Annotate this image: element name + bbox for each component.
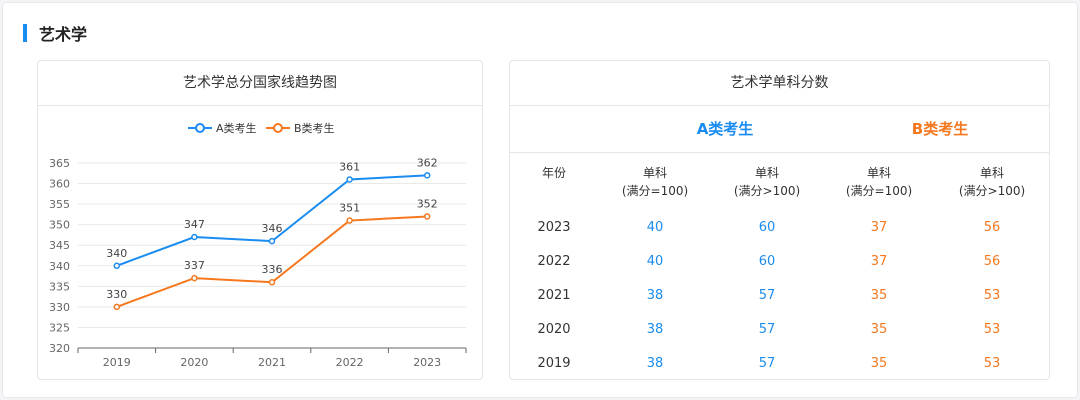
data-label: 362 xyxy=(417,156,438,169)
row-year: 2021 xyxy=(537,288,571,303)
data-label: 361 xyxy=(339,160,360,173)
data-label: 340 xyxy=(106,247,127,260)
header-b2-line2: (满分>100) xyxy=(958,184,1026,198)
row-a1: 38 xyxy=(646,356,664,371)
data-point xyxy=(346,217,353,224)
row-a2: 57 xyxy=(758,322,776,337)
row-b1: 35 xyxy=(870,288,888,303)
data-label: 337 xyxy=(184,259,205,272)
y-tick-label: 325 xyxy=(49,321,70,334)
header-a1-line1: 单科 xyxy=(642,166,667,180)
row-b2: 56 xyxy=(983,220,1001,235)
header-year: 年份 xyxy=(541,166,566,180)
row-year: 2020 xyxy=(537,322,571,337)
header-b1-line2: (满分=100) xyxy=(845,184,913,198)
row-year: 2022 xyxy=(537,254,571,269)
row-a2: 60 xyxy=(758,220,776,235)
chart-card-title: 艺术学总分国家线趋势图 xyxy=(38,61,482,106)
group-header-row: A类考生 B类考生 xyxy=(510,106,1049,153)
x-tick-label: 2022 xyxy=(336,356,364,369)
subject-score-card: 艺术学单科分数 A类考生 B类考生 年份 单科 (满分=100) 单科 (满分>… xyxy=(509,60,1050,380)
y-tick-label: 340 xyxy=(49,260,70,273)
row-a2: 57 xyxy=(758,356,776,371)
section-title: 艺术学 xyxy=(39,25,88,44)
data-point xyxy=(423,213,431,220)
header-b2-line1: 单科 xyxy=(979,166,1004,180)
data-label: 352 xyxy=(417,197,438,210)
row-a1: 40 xyxy=(646,220,664,235)
data-point xyxy=(268,278,276,286)
row-b1: 37 xyxy=(870,254,888,269)
x-tick-label: 2021 xyxy=(258,356,286,369)
row-a1: 38 xyxy=(646,288,664,303)
data-label: 351 xyxy=(339,202,360,215)
table-card-title: 艺术学单科分数 xyxy=(510,61,1049,106)
header-a1-line2: (满分=100) xyxy=(621,184,689,198)
y-tick-label: 330 xyxy=(49,301,70,314)
group-a-label: A类考生 xyxy=(696,120,754,138)
chart-card: 艺术学总分国家线趋势图 320 325 330 335 340 345 350 355 360 3… xyxy=(37,60,483,380)
data-point xyxy=(191,274,198,282)
legend-label: B类考生 xyxy=(294,121,335,135)
x-tick-label: 2023 xyxy=(413,356,441,369)
x-tick-label: 2019 xyxy=(103,356,131,369)
chart-svg: 320 325 330 335 340 345 350 355 360 365 2019 2020 20… xyxy=(49,121,467,369)
row-b2: 53 xyxy=(983,288,1001,303)
x-tick-label: 2020 xyxy=(180,356,208,369)
data-point xyxy=(113,303,121,311)
row-b2: 56 xyxy=(983,254,1001,269)
y-tick-label: 335 xyxy=(49,280,70,293)
row-b1: 35 xyxy=(870,322,888,337)
section-accent-bar xyxy=(23,24,27,42)
row-a2: 60 xyxy=(758,254,776,269)
row-a2: 57 xyxy=(758,288,776,303)
data-point xyxy=(346,176,353,183)
line-chart: 320 325 330 335 340 345 350 355 360 365 2019 2020 20… xyxy=(38,106,482,379)
y-tick-label: 365 xyxy=(49,157,70,170)
data-label: 347 xyxy=(184,218,205,231)
legend-marker xyxy=(273,123,283,133)
legend-label: A类考生 xyxy=(216,121,257,135)
y-tick-label: 355 xyxy=(49,198,70,211)
section-header: 艺术学 xyxy=(23,23,88,44)
y-tick-label: 320 xyxy=(49,342,70,355)
row-a1: 38 xyxy=(646,322,664,337)
data-point xyxy=(113,262,121,270)
data-point xyxy=(191,233,198,241)
row-b2: 53 xyxy=(983,322,1001,337)
data-point xyxy=(268,237,276,245)
y-tick-label: 350 xyxy=(49,219,70,232)
header-b1-line1: 单科 xyxy=(866,166,891,180)
legend-marker xyxy=(195,123,205,133)
y-tick-label: 345 xyxy=(49,239,70,252)
data-label: 330 xyxy=(106,288,127,301)
row-b2: 53 xyxy=(983,356,1001,371)
data-label: 336 xyxy=(262,263,283,276)
data-label: 346 xyxy=(262,222,283,235)
header-a2-line2: (满分>100) xyxy=(733,184,801,198)
group-b-label: B类考生 xyxy=(911,120,969,138)
row-a1: 40 xyxy=(646,254,664,269)
header-a2-line1: 单科 xyxy=(754,166,779,180)
row-b1: 35 xyxy=(870,356,888,371)
data-point xyxy=(423,172,431,179)
y-tick-label: 360 xyxy=(49,178,70,191)
row-year: 2019 xyxy=(537,356,571,371)
row-b1: 37 xyxy=(870,220,888,235)
row-year: 2023 xyxy=(537,220,571,235)
series-line xyxy=(116,174,428,267)
